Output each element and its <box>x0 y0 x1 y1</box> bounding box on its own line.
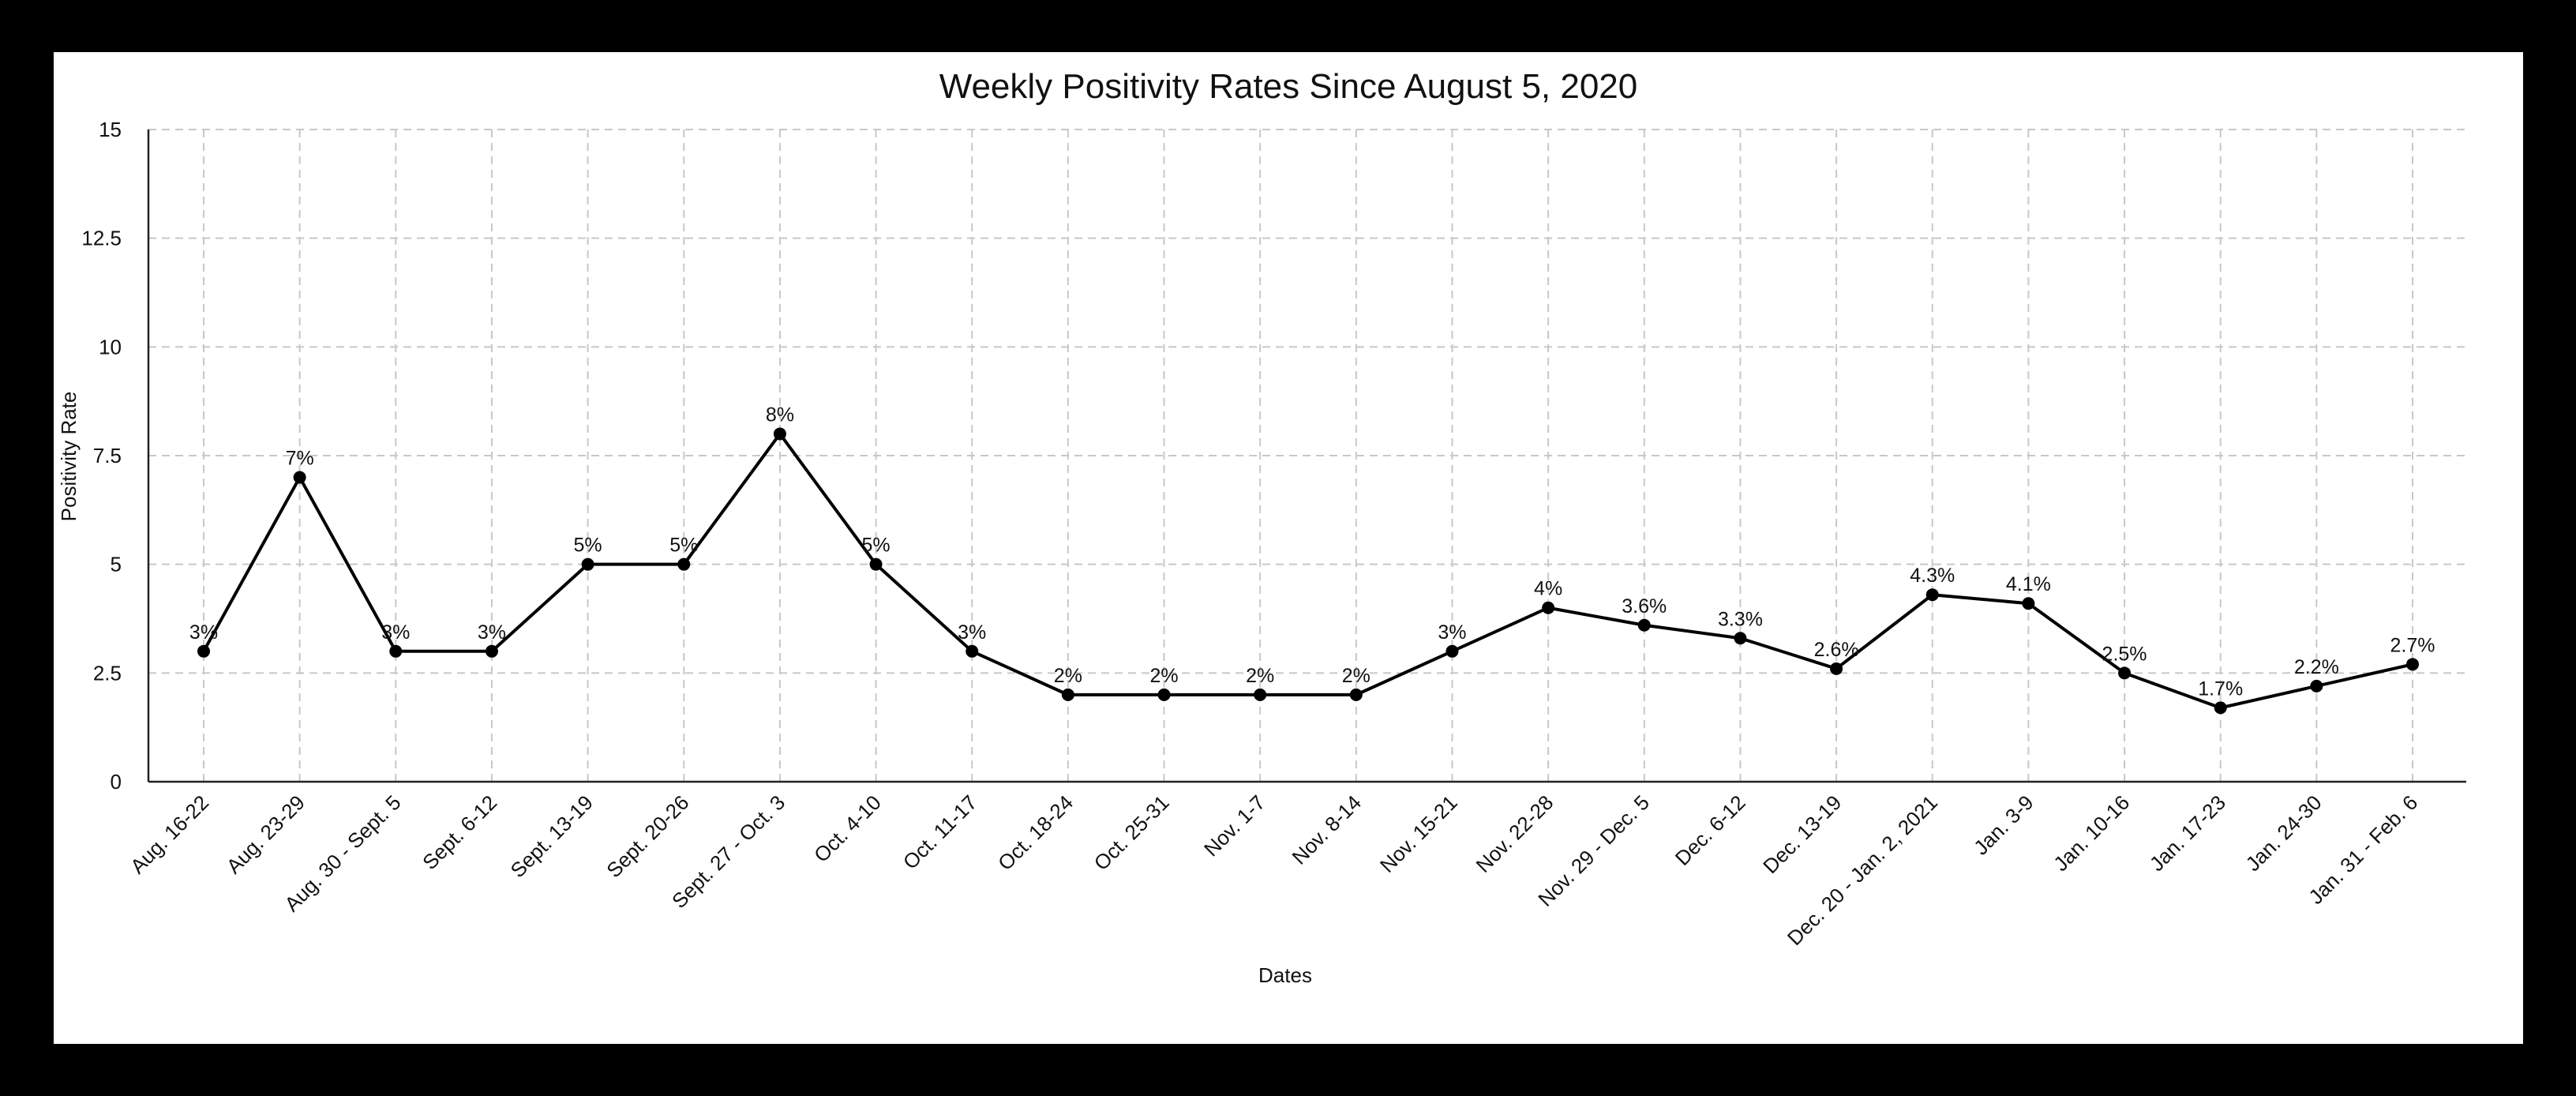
data-point <box>773 427 786 441</box>
y-tick-label: 0 <box>111 770 122 794</box>
series-layer <box>197 427 2419 715</box>
x-tick-label: Jan. 10-16 <box>2049 790 2134 876</box>
data-label: 3% <box>1438 621 1466 644</box>
data-point <box>869 557 883 571</box>
x-tick-label: Jan. 3-9 <box>1969 790 2038 860</box>
x-tick-label: Nov. 1-7 <box>1199 790 1269 861</box>
x-tick-label: Sept. 13-19 <box>506 790 598 882</box>
data-label: 5% <box>861 535 890 557</box>
x-tick-label: Aug. 23-29 <box>222 790 309 878</box>
line-chart: Weekly Positivity Rates Since August 5, … <box>57 67 2466 987</box>
x-tick-label: Dec. 13-19 <box>1758 790 1846 878</box>
data-labels: 3% 7% 3% 3% 5% 5% 8% 5% 3% 2% 2% 2% 2% 3% 4% 3.6% 3.3% 2.… <box>189 403 2435 700</box>
data-label: 2.2% <box>2294 656 2339 678</box>
data-point <box>1157 688 1171 701</box>
data-point <box>966 644 979 658</box>
x-tick-label: Aug. 16-22 <box>126 790 213 878</box>
data-label: 2.7% <box>2390 634 2435 656</box>
y-tick-label: 10 <box>99 335 122 358</box>
data-label: 4.1% <box>2006 573 2051 595</box>
y-tick-label: 5 <box>111 553 122 576</box>
data-point <box>1925 588 1939 602</box>
data-point <box>1830 662 1843 675</box>
data-label: 1.7% <box>2198 677 2243 700</box>
data-point <box>197 644 210 658</box>
data-label: 2% <box>1246 665 1274 687</box>
data-point <box>1542 601 1555 614</box>
data-point <box>1734 632 1747 645</box>
data-label: 4.3% <box>1910 565 1955 587</box>
data-label: 2% <box>1054 665 1082 687</box>
data-label: 5% <box>574 535 602 557</box>
y-tick-label: 7.5 <box>93 444 122 467</box>
data-point <box>1349 688 1363 701</box>
x-tick-label: Nov. 22-28 <box>1472 790 1558 877</box>
data-label: 3.6% <box>1622 595 1667 617</box>
chart-title: Weekly Positivity Rates Since August 5, … <box>939 67 1638 106</box>
x-tick-label: Oct. 18-24 <box>993 790 1078 875</box>
x-tick-label: Oct. 4-10 <box>809 790 886 867</box>
data-point <box>2022 597 2035 610</box>
data-label: 2% <box>1342 665 1370 687</box>
x-tick-label: Oct. 11-17 <box>898 790 982 874</box>
data-label: 3% <box>189 621 218 644</box>
x-tick-label: Sept. 6-12 <box>418 790 501 874</box>
data-label: 5% <box>669 535 698 557</box>
data-point <box>581 557 594 571</box>
y-tick-label: 12.5 <box>81 227 122 250</box>
data-label: 7% <box>286 448 314 470</box>
data-point <box>2118 666 2132 680</box>
y-axis-title: Positivity Rate <box>57 392 81 522</box>
data-label: 4% <box>1534 578 1562 600</box>
data-point <box>1061 688 1074 701</box>
y-axis-ticks: 0 2.5 5 7.5 10 12.5 15 <box>81 118 122 794</box>
data-label: 3.3% <box>1718 608 1763 630</box>
x-tick-label: Nov. 15-21 <box>1375 790 1462 877</box>
data-point <box>2214 701 2227 715</box>
data-label: 3% <box>381 621 410 644</box>
chart-card: Weekly Positivity Rates Since August 5, … <box>54 52 2523 1044</box>
x-tick-label: Sept. 20-26 <box>602 790 693 882</box>
x-tick-label: Dec. 6-12 <box>1670 790 1750 870</box>
x-tick-label: Oct. 25-31 <box>1089 790 1174 875</box>
data-label: 3% <box>478 621 506 644</box>
data-label: 2% <box>1149 665 1178 687</box>
data-point <box>389 644 403 658</box>
data-point <box>1254 688 1267 701</box>
x-axis-title: Dates <box>1258 963 1312 987</box>
data-point <box>2406 658 2419 671</box>
data-label: 2.5% <box>2102 643 2147 665</box>
data-point <box>677 557 691 571</box>
series-line <box>202 432 2413 710</box>
x-tick-label: Jan. 24-30 <box>2240 790 2326 876</box>
x-tick-label: Nov. 8-14 <box>1288 790 1367 869</box>
data-label: 8% <box>766 403 794 426</box>
gridlines <box>148 129 2466 782</box>
x-tick-label: Jan. 17-23 <box>2145 790 2230 876</box>
data-point <box>293 471 306 484</box>
data-point <box>1445 644 1459 658</box>
data-point <box>1637 618 1651 632</box>
data-label: 3% <box>958 621 986 644</box>
data-point <box>2310 679 2323 693</box>
data-label: 2.6% <box>1814 639 1859 661</box>
data-point <box>485 644 498 658</box>
y-tick-label: 2.5 <box>93 661 122 685</box>
y-tick-label: 15 <box>99 118 122 141</box>
